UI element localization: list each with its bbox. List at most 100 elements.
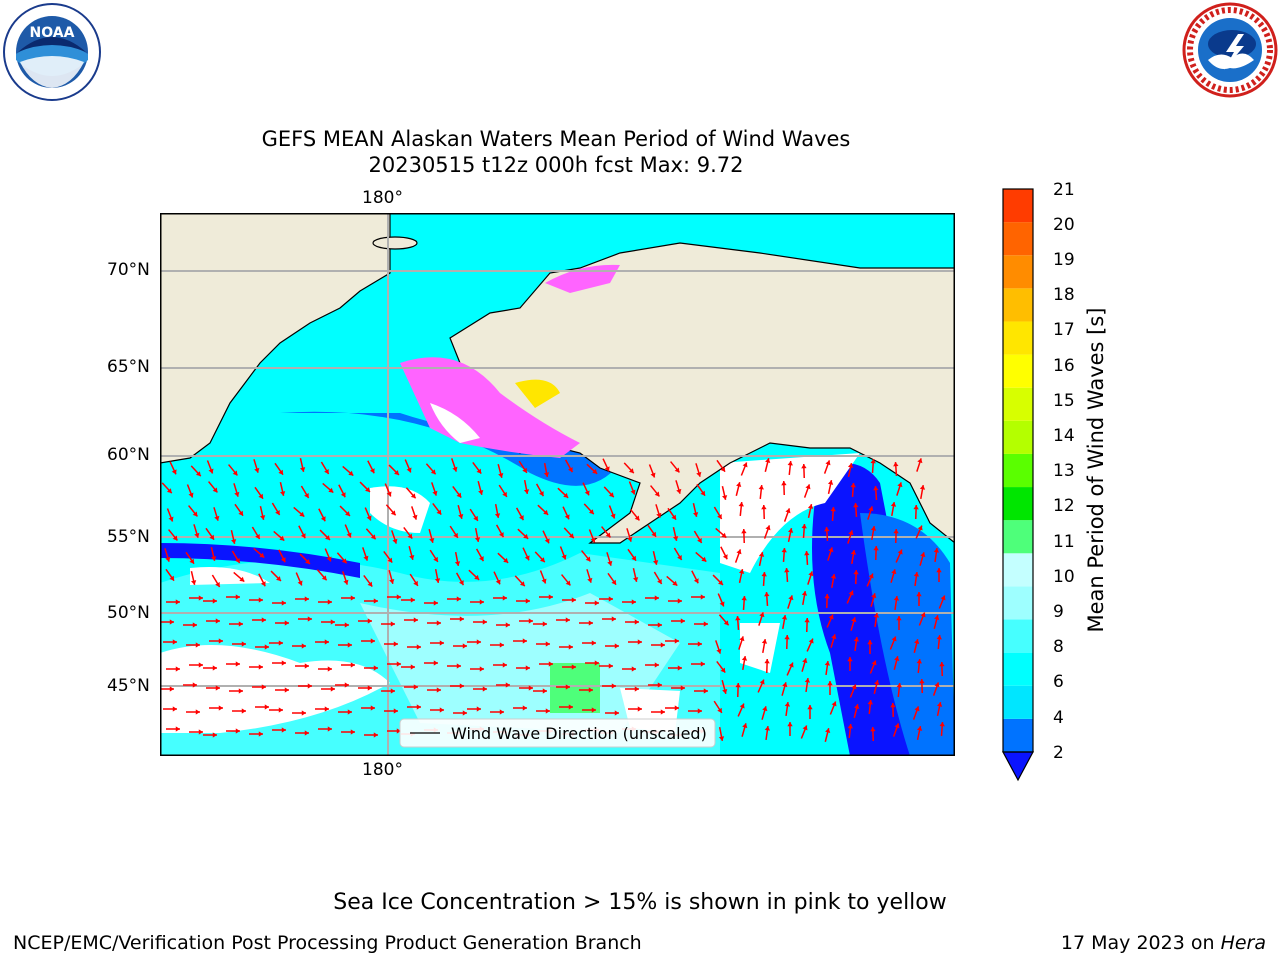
wave-direction-arrowhead [344, 622, 349, 628]
wave-direction-arrowhead [341, 558, 347, 564]
wave-direction-arrowhead [660, 709, 665, 715]
colorbar-cell [1003, 619, 1033, 653]
wave-direction-arrowhead [413, 617, 418, 623]
wave-direction-arrowhead [241, 708, 246, 714]
colorbar-tick-21: 21 [1053, 180, 1075, 200]
wave-direction-arrowhead [198, 662, 203, 668]
wave-direction-arrowhead [891, 569, 897, 575]
wave-direction-arrowhead [548, 661, 553, 667]
map-panel: Wind Wave Direction (unscaled) [160, 213, 955, 756]
wave-direction-arrowhead [591, 707, 596, 713]
wave-direction-arrowhead [592, 468, 598, 474]
wave-direction-arrowhead [189, 558, 195, 564]
wave-direction-arrowhead [396, 728, 401, 734]
wave-direction-arrowhead [571, 664, 576, 670]
colorbar-cell [1003, 222, 1033, 256]
wave-direction-arrowhead [637, 639, 642, 645]
wave-direction-arrowhead [894, 723, 900, 729]
wave-direction-arrowhead [539, 491, 544, 497]
wave-direction-arrowhead [568, 704, 573, 710]
colorbar [1001, 188, 1035, 782]
wave-direction-arrowhead [890, 703, 896, 708]
wave-direction-arrowhead [610, 513, 616, 519]
colorbar-tick-13: 13 [1053, 461, 1075, 481]
wave-direction-arrowhead [868, 573, 874, 579]
wave-direction-arrowhead [413, 684, 418, 690]
wave-direction-arrowhead [568, 644, 573, 650]
wave-direction-arrowhead [585, 556, 591, 562]
wave-direction-arrowhead [824, 527, 830, 532]
wave-direction-arrowhead [416, 644, 421, 650]
wave-direction-arrowhead [328, 487, 334, 493]
wave-direction-arrowhead [479, 556, 484, 562]
land-siberia [160, 213, 391, 464]
wave-direction-arrowhead [254, 467, 260, 473]
chart-title: GEFS MEAN Alaskan Waters Mean Period of … [261, 127, 851, 151]
wave-direction-arrowhead [212, 732, 217, 738]
wave-direction-arrowhead [456, 492, 462, 498]
colorbar-cell [1003, 321, 1033, 355]
wave-direction-arrowhead [607, 560, 613, 566]
colorbar-tick-15: 15 [1053, 391, 1075, 411]
wave-direction-arrowhead [474, 537, 481, 542]
wave-direction-arrowhead [939, 662, 945, 667]
colorbar-tick-8: 8 [1053, 637, 1064, 657]
wave-direction-arrowhead [544, 538, 550, 544]
wave-direction-arrowhead [764, 726, 771, 731]
wave-direction-arrowhead [307, 683, 312, 689]
wave-direction-arrowhead [848, 530, 854, 536]
wave-direction-arrowhead [195, 642, 200, 648]
wave-direction-arrowhead [321, 575, 327, 581]
wave-direction-arrowhead [172, 706, 177, 712]
wave-direction-arrowhead [524, 555, 530, 561]
wave-direction-arrowhead [232, 470, 238, 476]
wave-direction-arrowhead [897, 482, 903, 488]
wave-direction-arrowhead [634, 515, 640, 521]
wave-direction-arrowhead [914, 639, 920, 644]
wave-direction-arrowhead [874, 680, 880, 685]
wave-direction-arrowhead [231, 539, 237, 544]
wave-direction-arrowhead [631, 666, 636, 672]
wave-direction-arrowhead [255, 534, 260, 540]
lon-label-bottom: 180° [362, 760, 403, 780]
colorbar-cell [1003, 487, 1033, 521]
wave-direction-arrowhead [543, 509, 549, 515]
colorbar-cells [1003, 189, 1033, 752]
wave-direction-arrowhead [456, 663, 461, 669]
wave-direction-arrowhead [723, 620, 729, 626]
wave-direction-arrowhead [850, 550, 857, 555]
wave-direction-arrowhead [722, 495, 728, 500]
wave-direction-arrowhead [436, 509, 442, 515]
wave-direction-arrowhead [700, 661, 705, 667]
wave-direction-arrowhead [260, 581, 266, 587]
colorbar-under-arrow [1001, 751, 1035, 782]
wave-direction-arrowhead [499, 532, 504, 538]
wave-direction-arrowhead [324, 469, 329, 475]
wave-direction-arrowhead [367, 618, 372, 624]
wave-direction-arrowhead [462, 643, 467, 649]
nodata-area-south [740, 623, 780, 673]
wave-direction-arrowhead [304, 596, 309, 602]
wave-direction-arrowhead [561, 554, 567, 560]
wave-direction-arrowhead [209, 534, 215, 540]
colorbar-tick-19: 19 [1053, 250, 1075, 270]
wave-direction-arrowhead [522, 638, 527, 644]
wave-direction-arrowhead [608, 596, 613, 602]
colorbar-tick-4: 4 [1053, 708, 1064, 728]
wave-direction-arrowhead [805, 484, 811, 490]
wave-direction-arrowhead [850, 483, 856, 488]
wave-direction-arrowhead [191, 580, 197, 585]
wave-direction-arrowhead [454, 561, 461, 566]
wave-direction-arrowhead [853, 637, 860, 642]
wave-direction-arrowhead [739, 636, 745, 642]
colorbar-cell [1003, 718, 1033, 752]
wave-direction-arrowhead [284, 620, 289, 626]
wave-direction-arrowhead [505, 622, 510, 628]
wave-direction-arrowhead [697, 538, 702, 544]
colorbar-cell [1003, 420, 1033, 454]
colorbar-tick-2: 2 [1053, 743, 1064, 763]
wave-direction-arrowhead [525, 598, 530, 604]
wave-direction-arrowhead [563, 492, 569, 498]
wave-direction-arrowhead [301, 710, 306, 716]
wave-direction-arrowhead [916, 592, 922, 597]
